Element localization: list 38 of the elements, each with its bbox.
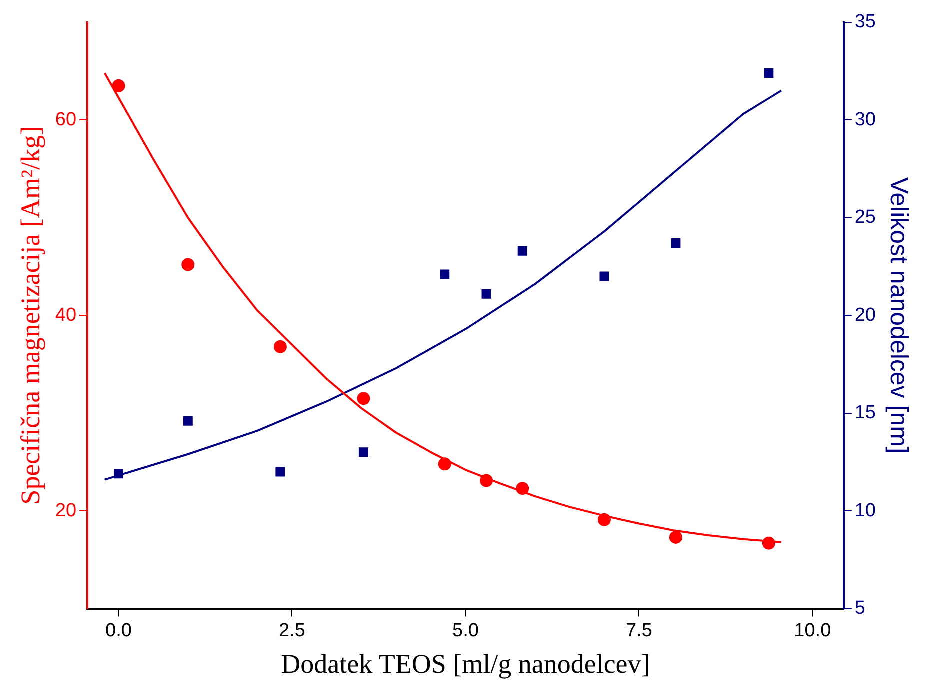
- point: [274, 340, 287, 354]
- point: [480, 474, 494, 488]
- point: [516, 482, 530, 496]
- y-tick-label: 40: [55, 304, 77, 326]
- point: [358, 448, 368, 458]
- y2-tick-label: 5: [854, 598, 866, 620]
- x-axis-title: Dodatek TEOS [ml/g nanodelcev]: [281, 648, 650, 679]
- y-tick-label: 20: [55, 500, 77, 522]
- x-tick-label: 10.0: [794, 620, 832, 642]
- point: [440, 270, 450, 280]
- y2-tick-label: 15: [854, 402, 876, 424]
- point: [598, 513, 611, 526]
- x-tick-label: 7.5: [626, 620, 652, 642]
- y2-tick-label: 35: [854, 12, 876, 33]
- point: [182, 258, 195, 272]
- y2-tick-label: 10: [854, 500, 876, 522]
- y-axis-title: Specifična magnetizacija [Am²/kg]: [15, 126, 46, 505]
- x-tick-label: 2.5: [279, 620, 306, 642]
- x-tick-label: 5.0: [452, 620, 479, 642]
- x-tick-label: 0.0: [106, 620, 132, 642]
- point: [600, 272, 610, 282]
- y-tick-label: 60: [55, 109, 77, 130]
- point: [183, 416, 193, 426]
- y2-tick-label: 25: [854, 207, 876, 228]
- point: [438, 458, 452, 471]
- point: [482, 289, 492, 299]
- y2-tick-label: 20: [854, 304, 876, 326]
- point: [671, 238, 681, 248]
- point: [762, 536, 776, 550]
- point: [518, 246, 528, 256]
- point: [114, 469, 124, 479]
- point: [669, 530, 682, 544]
- y2-tick-label: 30: [854, 109, 876, 130]
- point: [764, 68, 774, 78]
- point: [357, 392, 370, 406]
- point: [112, 79, 126, 92]
- point: [276, 467, 286, 477]
- y2-axis-title: Velikost nanodelcev [nm]: [885, 177, 914, 454]
